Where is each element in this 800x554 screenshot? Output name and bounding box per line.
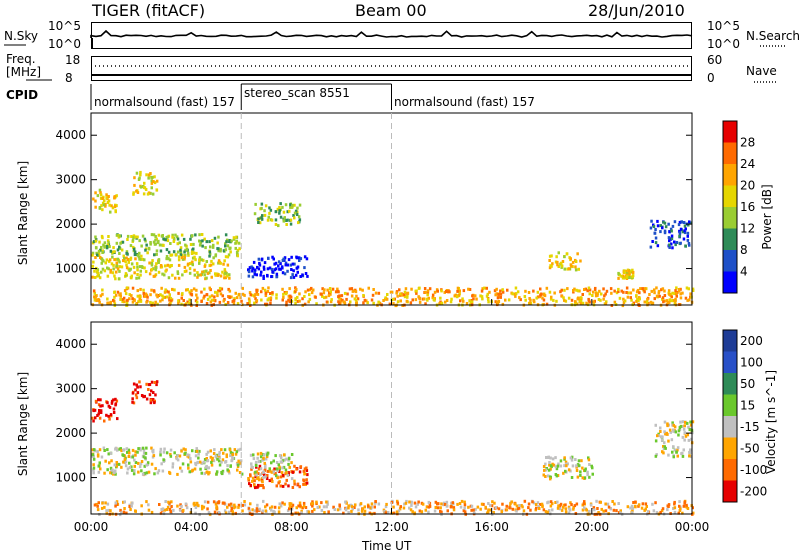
nsky-series-line [90, 29, 693, 38]
power-colorbar-tick-2: 24 [740, 157, 755, 171]
velocity-region-2 [131, 380, 159, 405]
power-ytick-label-4000: 4000 [55, 128, 86, 142]
x-tick-label-6: 20:00 [575, 520, 610, 534]
nsky-tick-bottom: 10^0 [48, 37, 81, 51]
x-tick-label-2: 04:00 [174, 520, 209, 534]
velocity-ytick-label-2000: 2000 [55, 426, 86, 440]
velocity-region-6 [93, 499, 695, 517]
velocity-colorbar-seg-6 [723, 437, 737, 460]
power-colorbar-tick-7: 4 [740, 265, 748, 279]
power-region-1 [92, 188, 118, 214]
power-colorbar-label: Power [dB] [760, 184, 774, 250]
velocity-colorbar-tick-8: -200 [740, 484, 767, 498]
power-ytick-label-2000: 2000 [55, 217, 86, 231]
power-colorbar-seg-2 [723, 142, 737, 165]
power-colorbar-seg-3 [723, 164, 737, 186]
velocity-region-7 [542, 455, 594, 481]
date-title: 28/Jun/2010 [588, 1, 685, 20]
nave-label: Nave [746, 64, 777, 78]
velocity-colorbar-tick-4: 15 [740, 398, 755, 412]
station-title: TIGER (fitACF) [92, 1, 206, 20]
freq-label-2: [MHz] [6, 65, 42, 79]
velocity-colorbar-tick-5: -15 [740, 420, 760, 434]
nsearch-tick-top: 10^5 [707, 19, 740, 33]
velocity-ytick-label-4000: 4000 [55, 337, 86, 351]
power-region-2 [132, 170, 159, 196]
velocity-colorbar-tick-1: 200 [740, 334, 763, 348]
velocity-colorbar-frame [722, 329, 738, 503]
velocity-region-1 [91, 397, 119, 423]
freq-tick-top: 18 [65, 53, 81, 67]
power-colorbar-frame [722, 120, 738, 294]
velocity-colorbar-seg-8 [723, 480, 737, 503]
power-colorbar-seg-6 [723, 228, 737, 251]
nsky-tick-top: 10^5 [48, 19, 81, 33]
velocity-region-3 [91, 446, 244, 477]
velocity-colorbar-tick-3: 50 [740, 377, 755, 391]
power-region-5 [247, 255, 309, 280]
power-region-9 [649, 219, 692, 250]
power-ytick-label-3000: 3000 [55, 173, 86, 187]
nsearch-tick-bottom: 10^0 [707, 37, 740, 51]
power-ytick-label-1000: 1000 [55, 262, 86, 276]
x-tick-label-5: 16:00 [474, 520, 509, 534]
velocity-ytick-label-3000: 3000 [55, 382, 86, 396]
velocity-ylabel: Slant Range [km] [16, 371, 30, 477]
power-colorbar-tick-5: 12 [740, 222, 755, 236]
velocity-region-4 [247, 464, 309, 490]
velocity-region-8 [654, 420, 695, 459]
cpid-label: CPID [6, 88, 39, 102]
cpid-segment-1: normalsound (fast) 157 [94, 95, 235, 109]
power-colorbar-seg-4 [723, 185, 737, 208]
power-colorbar-seg-5 [723, 207, 737, 229]
power-colorbar-seg-7 [723, 250, 737, 272]
freq-tick-bottom: 8 [65, 71, 73, 85]
x-tick-label-7: 00:00 [675, 520, 710, 534]
x-tick-label-1: 00:00 [74, 520, 109, 534]
power-colorbar-tick-4: 16 [740, 200, 755, 214]
nave-tick-top: 60 [707, 53, 723, 67]
velocity-colorbar-seg-7 [723, 459, 737, 481]
velocity-colorbar-tick-6: -50 [740, 441, 760, 455]
velocity-colorbar-seg-1 [723, 330, 737, 352]
cpid-segment-2: stereo_scan 8551 [244, 86, 350, 100]
velocity-colorbar-tick-7: -100 [740, 463, 767, 477]
beam-title: Beam 00 [355, 1, 427, 20]
power-region-3 [91, 233, 241, 259]
power-region-8 [548, 251, 582, 272]
power-region-7 [91, 286, 695, 308]
power-colorbar-tick-1: 28 [740, 136, 755, 150]
velocity-colorbar-seg-4 [723, 394, 737, 417]
x-axis-label: Time UT [362, 539, 412, 553]
power-region-4 [91, 255, 231, 281]
power-region-10 [617, 268, 635, 280]
nave-tick-bottom: 0 [707, 71, 715, 85]
power-region-6 [253, 202, 302, 228]
power-ylabel: Slant Range [km] [16, 160, 30, 266]
power-colorbar-tick-6: 8 [740, 243, 748, 257]
freq-label-1: Freq. [6, 52, 36, 66]
power-colorbar-seg-8 [723, 271, 737, 294]
velocity-ytick-label-1000: 1000 [55, 471, 86, 485]
velocity-colorbar-seg-3 [723, 373, 737, 395]
velocity-colorbar-label: Velocity [m s^-1] [764, 369, 778, 475]
velocity-colorbar-tick-2: 100 [740, 355, 763, 369]
freq-panel [91, 56, 692, 81]
nsearch-label: N.Search [746, 29, 800, 43]
velocity-colorbar-seg-2 [723, 351, 737, 374]
x-tick-label-3: 08:00 [274, 520, 309, 534]
velocity-colorbar-seg-5 [723, 416, 737, 438]
nsky-label: N.Sky [4, 29, 39, 43]
power-colorbar-seg-1 [723, 121, 737, 143]
power-colorbar-tick-3: 20 [740, 179, 755, 193]
x-tick-label-4: 12:00 [374, 520, 409, 534]
cpid-segment-3: normalsound (fast) 157 [394, 95, 535, 109]
velocity-region-5 [249, 451, 294, 481]
